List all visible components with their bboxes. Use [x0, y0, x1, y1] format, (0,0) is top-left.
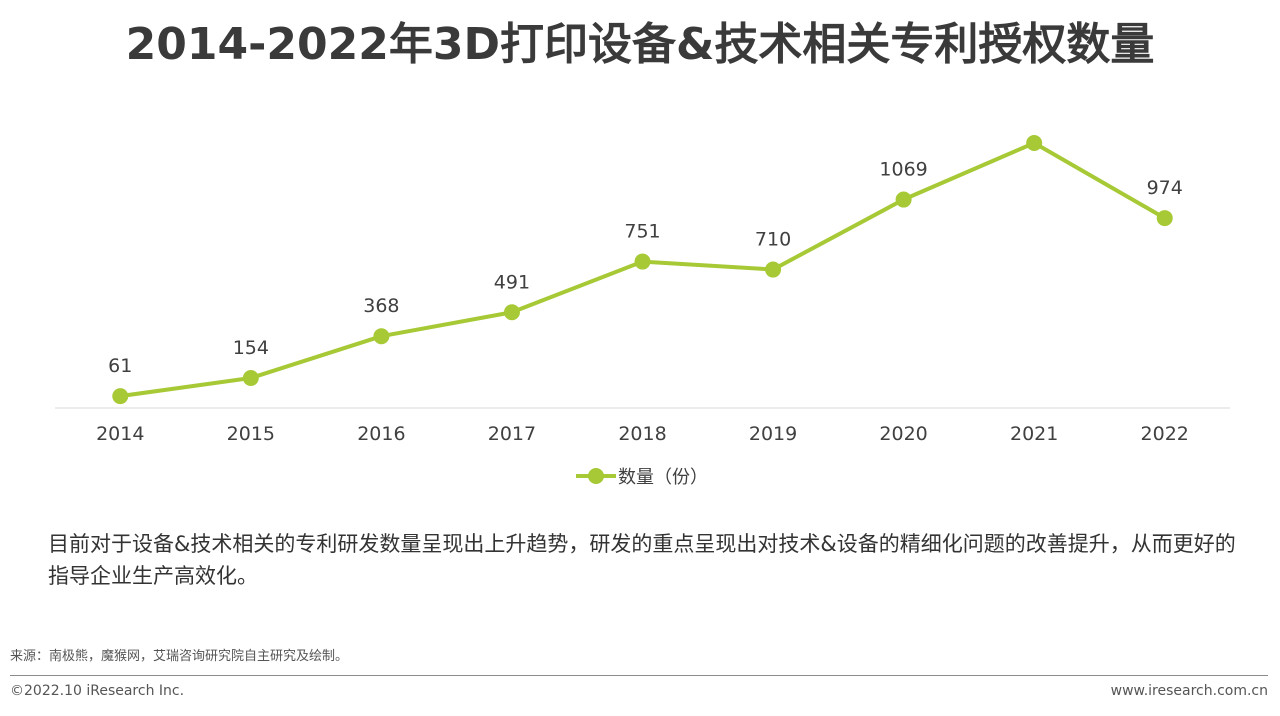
x-tick-label: 2015 [227, 423, 275, 445]
chart-legend: 数量（份） [576, 462, 708, 490]
data-point [373, 328, 390, 345]
website-link[interactable]: www.iresearch.com.cn [1110, 683, 1268, 699]
data-label: 491 [494, 271, 530, 293]
x-tick-label: 2017 [488, 423, 536, 445]
data-label: 61 [108, 355, 132, 377]
copyright-text: ©2022.10 iResearch Inc. [10, 683, 185, 699]
x-tick-label: 2014 [96, 423, 144, 445]
data-label: 1069 [879, 159, 927, 181]
x-tick-label: 2018 [618, 423, 666, 445]
legend-line-marker-icon [576, 462, 616, 490]
x-tick-label: 2016 [357, 423, 405, 445]
x-tick-label: 2020 [879, 423, 927, 445]
x-tick-label: 2019 [749, 423, 797, 445]
data-point [242, 369, 259, 386]
x-tick-label: 2021 [1010, 423, 1058, 445]
x-tick-label: 2022 [1141, 423, 1189, 445]
summary-paragraph: 目前对于设备&技术相关的专利研发数量呈现出上升趋势，研发的重点呈现出对技术&设备… [48, 532, 1236, 588]
data-point [112, 388, 129, 405]
data-label: 710 [755, 229, 791, 251]
data-label: 154 [233, 337, 269, 359]
source-note: 来源：南极熊，魔猴网，艾瑞咨询研究院自主研究及绘制。 [10, 649, 349, 664]
data-point [634, 253, 651, 270]
page-title: 2014-2022年3D打印设备&技术相关专利授权数量 [125, 19, 1155, 70]
data-point [503, 304, 520, 321]
data-label: 368 [363, 295, 399, 317]
data-label: 974 [1147, 177, 1183, 199]
data-point [1026, 134, 1043, 151]
data-point [765, 261, 782, 278]
data-label: 1359 [1010, 120, 1058, 124]
line-chart: 61 154 368 491 751 710 1069 1359 974 2014 2015 2016… [55, 120, 1230, 445]
data-label: 751 [624, 221, 660, 243]
footer-divider [10, 675, 1268, 676]
legend-label: 数量（份） [618, 467, 708, 488]
data-point [895, 191, 912, 208]
data-point [1156, 210, 1173, 227]
